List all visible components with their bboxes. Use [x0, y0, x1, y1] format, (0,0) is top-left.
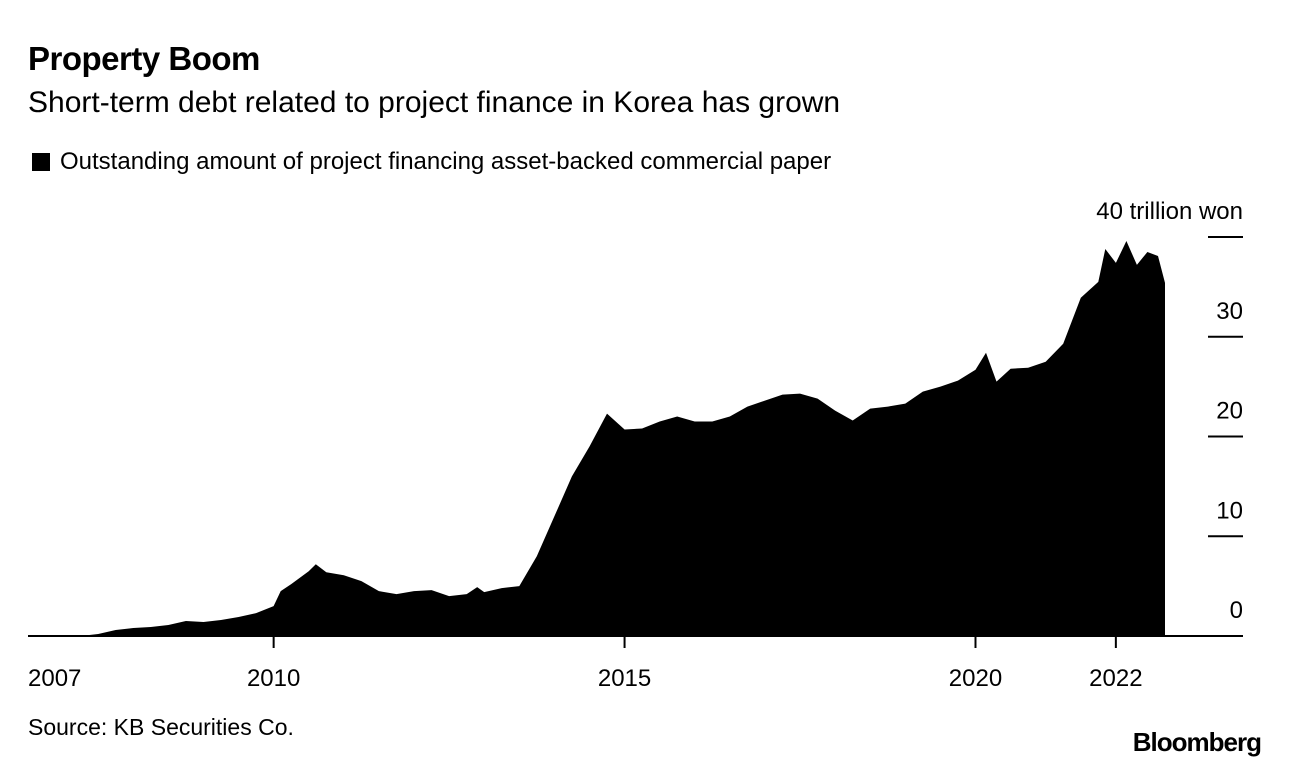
- x-tick-label-3: 2020: [949, 665, 1002, 692]
- legend-swatch: [32, 153, 50, 171]
- y-tick-label-4: 40 trillion won: [1096, 198, 1243, 225]
- y-tick-label-0: 0: [1230, 597, 1243, 624]
- source-note: Source: KB Securities Co.: [28, 714, 294, 740]
- area-series-0: [80, 241, 1166, 636]
- chart-subtitle: Short-term debt related to project finan…: [28, 86, 841, 119]
- y-tick-label-1: 10: [1216, 497, 1243, 524]
- x-tick-label-1: 2010: [247, 665, 300, 692]
- x-tick-label-2: 2015: [598, 665, 651, 692]
- y-tick-label-3: 30: [1216, 298, 1243, 325]
- bloomberg-logo: Bloomberg: [1132, 727, 1262, 757]
- x-tick-label-0: 2007: [28, 665, 81, 692]
- legend-label: Outstanding amount of project financing …: [60, 148, 832, 175]
- chart-title: Property Boom: [28, 40, 260, 77]
- x-tick-label-4: 2022: [1089, 665, 1142, 692]
- y-tick-label-2: 20: [1216, 398, 1243, 425]
- legend: Outstanding amount of project financing …: [32, 148, 831, 176]
